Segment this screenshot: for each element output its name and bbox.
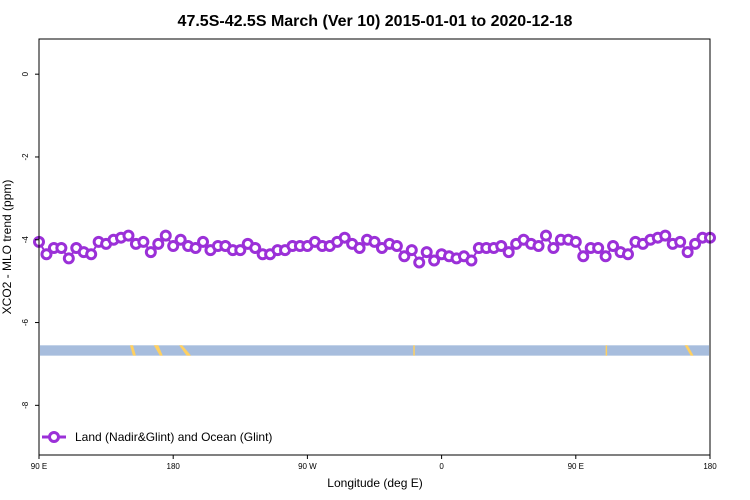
data-point [55, 242, 68, 255]
y-tick-label: -4 [21, 236, 30, 244]
legend-marker [48, 431, 60, 443]
data-point [353, 242, 366, 255]
data-point [674, 235, 687, 248]
data-point [234, 244, 247, 257]
land-segment [413, 345, 415, 356]
data-point [159, 229, 172, 242]
data-point [137, 235, 150, 248]
land-segment [684, 345, 694, 356]
data-point [413, 256, 426, 269]
data-point [621, 248, 634, 261]
data-point [569, 235, 582, 248]
data-point [390, 239, 403, 252]
data-point [122, 229, 135, 242]
data-point [532, 239, 545, 252]
data-point [428, 254, 441, 267]
data-point [539, 229, 552, 242]
data-point [592, 242, 605, 255]
x-axis-label: Longitude (deg E) [327, 476, 422, 490]
x-tick-label: 180 [703, 462, 717, 471]
x-tick-label: 90 E [31, 462, 47, 471]
legend: Land (Nadir&Glint) and Ocean (Glint) [42, 430, 272, 444]
data-point [495, 239, 508, 252]
y-axis: 0 -2 -4 -6 -8 [21, 71, 39, 409]
data-point [502, 246, 515, 259]
x-tick-label: 90 W [298, 462, 317, 471]
data-point [368, 235, 381, 248]
y-axis-label: XCO2 - MLO trend (ppm) [0, 180, 14, 315]
data-point [599, 250, 612, 263]
y-tick-label: -8 [21, 401, 30, 409]
x-tick-label: 90 E [568, 462, 584, 471]
data-point [338, 231, 351, 244]
data-point [398, 250, 411, 263]
y-tick-label: -6 [21, 318, 30, 326]
data-point [659, 229, 672, 242]
data-point [681, 246, 694, 259]
land-segment [179, 345, 192, 356]
land-segment [129, 345, 136, 356]
data-point [167, 239, 180, 252]
series-layer [33, 229, 716, 269]
ocean-band [40, 345, 709, 356]
data-point [85, 248, 98, 261]
legend-label: Land (Nadir&Glint) and Ocean (Glint) [75, 430, 272, 444]
chart-title: 47.5S-42.5S March (Ver 10) 2015-01-01 to… [178, 13, 573, 30]
x-tick-label: 0 [439, 462, 444, 471]
data-point [689, 237, 702, 250]
data-point [249, 242, 262, 255]
data-point [607, 239, 620, 252]
data-point [189, 242, 202, 255]
land-segment [153, 345, 163, 356]
data-point [577, 250, 590, 263]
data-point [174, 233, 187, 246]
data-point [547, 242, 560, 255]
data-point [420, 246, 433, 259]
x-axis: 90 E 180 90 W 0 90 E 180 [31, 455, 717, 471]
y-tick-label: 0 [21, 71, 30, 76]
x-tick-label: 180 [167, 462, 181, 471]
data-point [405, 244, 418, 257]
ocean-land-band [40, 345, 709, 356]
data-point [152, 237, 165, 250]
data-point [465, 254, 478, 267]
data-point [40, 248, 53, 261]
data-point [62, 252, 75, 265]
data-point [197, 235, 210, 248]
land-segment [605, 345, 608, 356]
data-point [144, 246, 157, 259]
plot-frame [38, 38, 711, 456]
y-tick-label: -2 [21, 153, 30, 161]
